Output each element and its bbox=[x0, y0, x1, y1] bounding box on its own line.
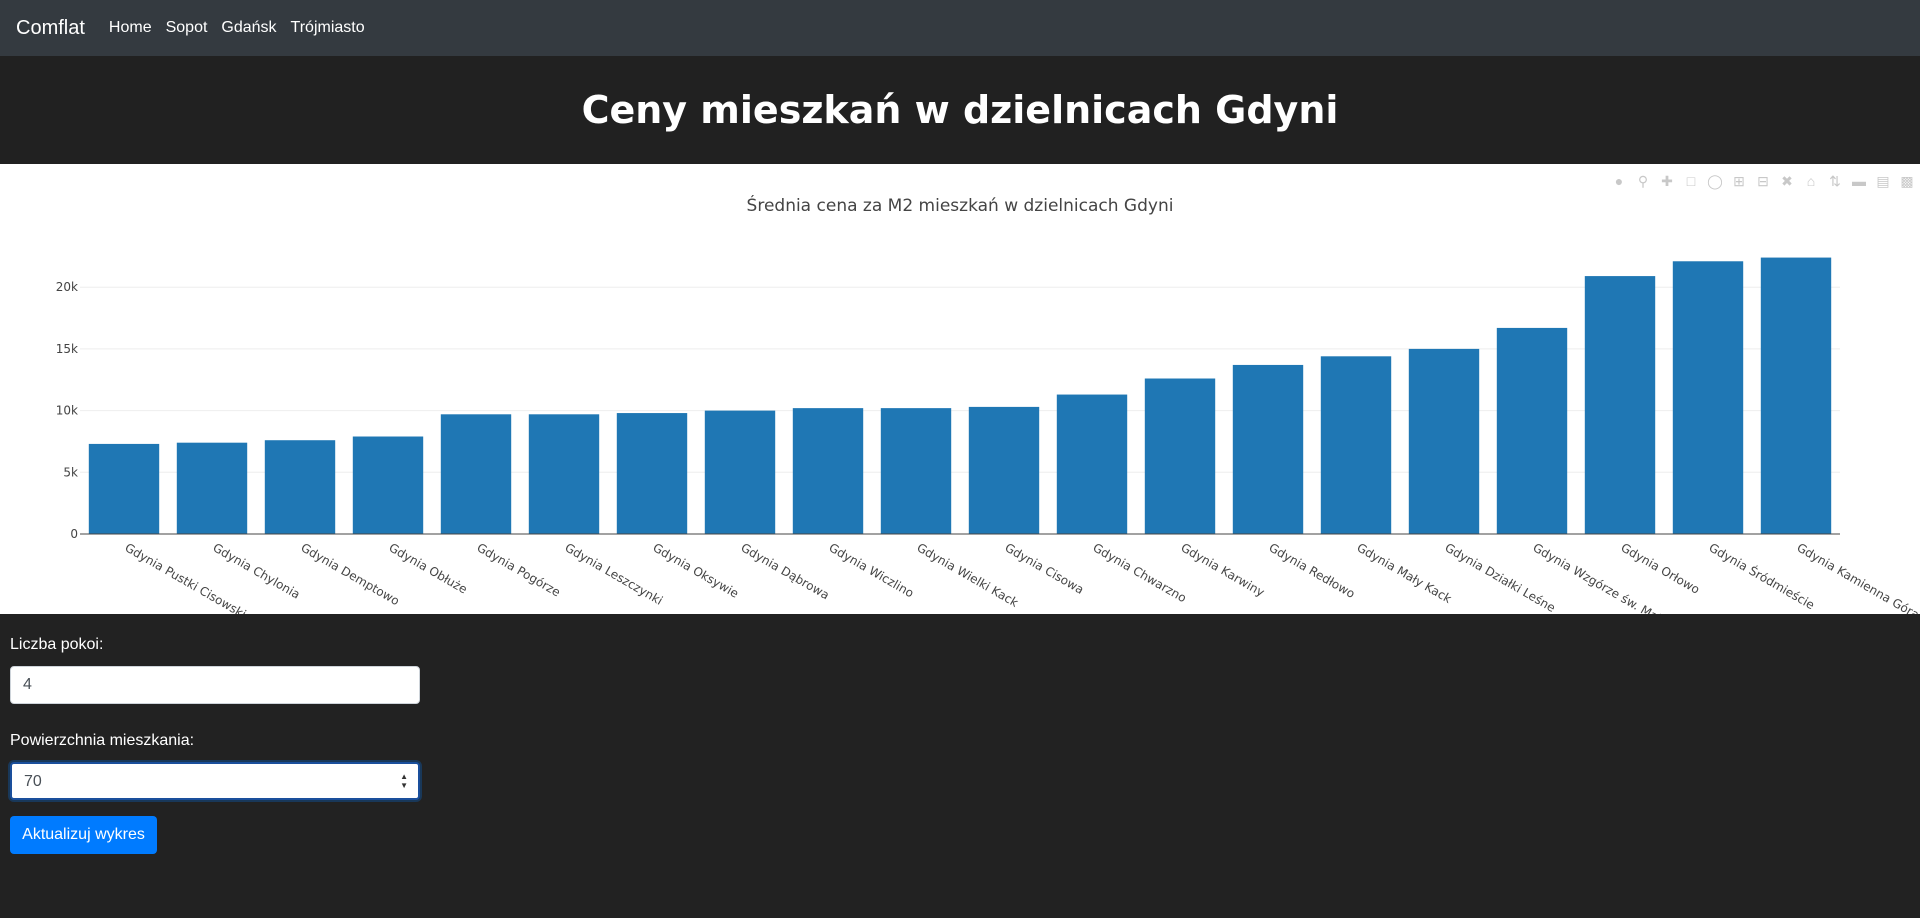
zoom-out-icon[interactable]: ⊟ bbox=[1757, 173, 1769, 189]
nav-link-trojmiasto[interactable]: Trójmiasto bbox=[290, 19, 365, 36]
area-value: 70 bbox=[24, 773, 42, 790]
bar bbox=[264, 440, 336, 534]
area-label: Powierzchnia mieszkania: bbox=[10, 732, 195, 749]
nav-link-gdansk[interactable]: Gdańsk bbox=[221, 19, 277, 36]
x-tick-label: Gdynia Dąbrowa bbox=[739, 540, 832, 602]
bar bbox=[1320, 356, 1392, 534]
page-title: Ceny mieszkań w dzielnicach Gdyni bbox=[581, 88, 1339, 132]
x-tick-label: Gdynia Leszczynki bbox=[563, 540, 666, 607]
bar bbox=[1584, 276, 1656, 534]
bar bbox=[88, 443, 160, 534]
bar bbox=[880, 408, 952, 534]
x-tick-label: Gdynia Redłowo bbox=[1267, 540, 1358, 601]
bar bbox=[440, 414, 512, 534]
pan-icon[interactable]: ✚ bbox=[1661, 173, 1673, 189]
x-tick-label: Gdynia Cisowa bbox=[1003, 540, 1087, 596]
rooms-label: Liczba pokoi: bbox=[10, 636, 104, 653]
x-tick-label: Gdynia Oksywie bbox=[651, 540, 741, 600]
bar bbox=[1672, 261, 1744, 534]
chart-container: ● ⚲ ✚ □ ◯ ⊞ ⊟ ✖ ⌂ ⇅ ▬ ▤ ▩ Średnia cena z… bbox=[0, 164, 1920, 614]
bar-chart: Średnia cena za M2 mieszkań w dzielnicac… bbox=[56, 194, 1920, 614]
area-input[interactable]: 70 ▲ ▼ bbox=[10, 762, 420, 800]
lasso-select-icon[interactable]: ◯ bbox=[1707, 173, 1723, 189]
x-tick-label: Gdynia Karwiny bbox=[1179, 540, 1267, 599]
navbar: Comflat Home Sopot Gdańsk Trójmiasto bbox=[0, 0, 1920, 56]
autoscale-icon[interactable]: ✖ bbox=[1781, 173, 1793, 189]
spike-lines-icon[interactable]: ⇅ bbox=[1829, 173, 1841, 189]
plotly-logo-icon[interactable]: ▩ bbox=[1900, 173, 1914, 189]
hover-closest-icon[interactable]: ▬ bbox=[1852, 173, 1866, 189]
page-header: Ceny mieszkań w dzielnicach Gdyni bbox=[0, 56, 1920, 164]
bar bbox=[792, 408, 864, 534]
bar bbox=[1232, 364, 1304, 534]
nav-link-home[interactable]: Home bbox=[108, 19, 152, 36]
zoom-icon[interactable]: ⚲ bbox=[1637, 173, 1649, 189]
camera-icon[interactable]: ● bbox=[1614, 173, 1624, 189]
bar bbox=[1144, 378, 1216, 534]
bar bbox=[352, 436, 424, 534]
x-tick-label: Gdynia Mały Kack bbox=[1355, 540, 1454, 606]
bar bbox=[616, 413, 688, 534]
y-tick-label: 10k bbox=[56, 404, 78, 418]
filter-form: Liczba pokoi: 4 Powierzchnia mieszkania:… bbox=[10, 636, 420, 854]
x-tick-label: Gdynia Wiczlino bbox=[827, 540, 917, 600]
y-tick-label: 15k bbox=[56, 342, 78, 356]
x-tick-label: Gdynia Obłuże bbox=[387, 540, 470, 596]
bar bbox=[968, 406, 1040, 534]
y-tick-label: 5k bbox=[63, 465, 78, 479]
y-tick-label: 0 bbox=[70, 527, 78, 541]
zoom-in-icon[interactable]: ⊞ bbox=[1733, 173, 1745, 189]
bar bbox=[1496, 327, 1568, 534]
hover-compare-icon[interactable]: ▤ bbox=[1876, 173, 1890, 189]
brand-logo[interactable]: Comflat bbox=[16, 16, 85, 39]
x-tick-label: Gdynia Demptowo bbox=[299, 540, 402, 608]
update-chart-button[interactable]: Aktualizuj wykres bbox=[10, 816, 157, 854]
x-tick-label: Gdynia Pogórze bbox=[475, 540, 563, 599]
x-tick-label: Gdynia Chwarzno bbox=[1091, 540, 1189, 605]
bar bbox=[528, 414, 600, 534]
home-icon[interactable]: ⌂ bbox=[1806, 173, 1816, 189]
box-select-icon[interactable]: □ bbox=[1686, 173, 1696, 189]
bar bbox=[1408, 348, 1480, 534]
chart-modebar: ● ⚲ ✚ □ ◯ ⊞ ⊟ ✖ ⌂ ⇅ ▬ ▤ ▩ bbox=[1610, 172, 1916, 190]
bar bbox=[176, 442, 248, 534]
x-tick-label: Gdynia Chylonia bbox=[211, 540, 303, 601]
chart-title: Średnia cena za M2 mieszkań w dzielnicac… bbox=[747, 194, 1174, 216]
bar bbox=[1760, 257, 1832, 534]
bar bbox=[704, 410, 776, 534]
y-tick-label: 20k bbox=[56, 280, 78, 294]
number-spinner-icon[interactable]: ▲ ▼ bbox=[400, 772, 408, 790]
rooms-value: 4 bbox=[23, 676, 32, 693]
bar bbox=[1056, 394, 1128, 534]
rooms-input[interactable]: 4 bbox=[10, 666, 420, 704]
x-tick-label: Gdynia Orłowo bbox=[1619, 540, 1703, 596]
nav-link-sopot[interactable]: Sopot bbox=[165, 19, 208, 36]
